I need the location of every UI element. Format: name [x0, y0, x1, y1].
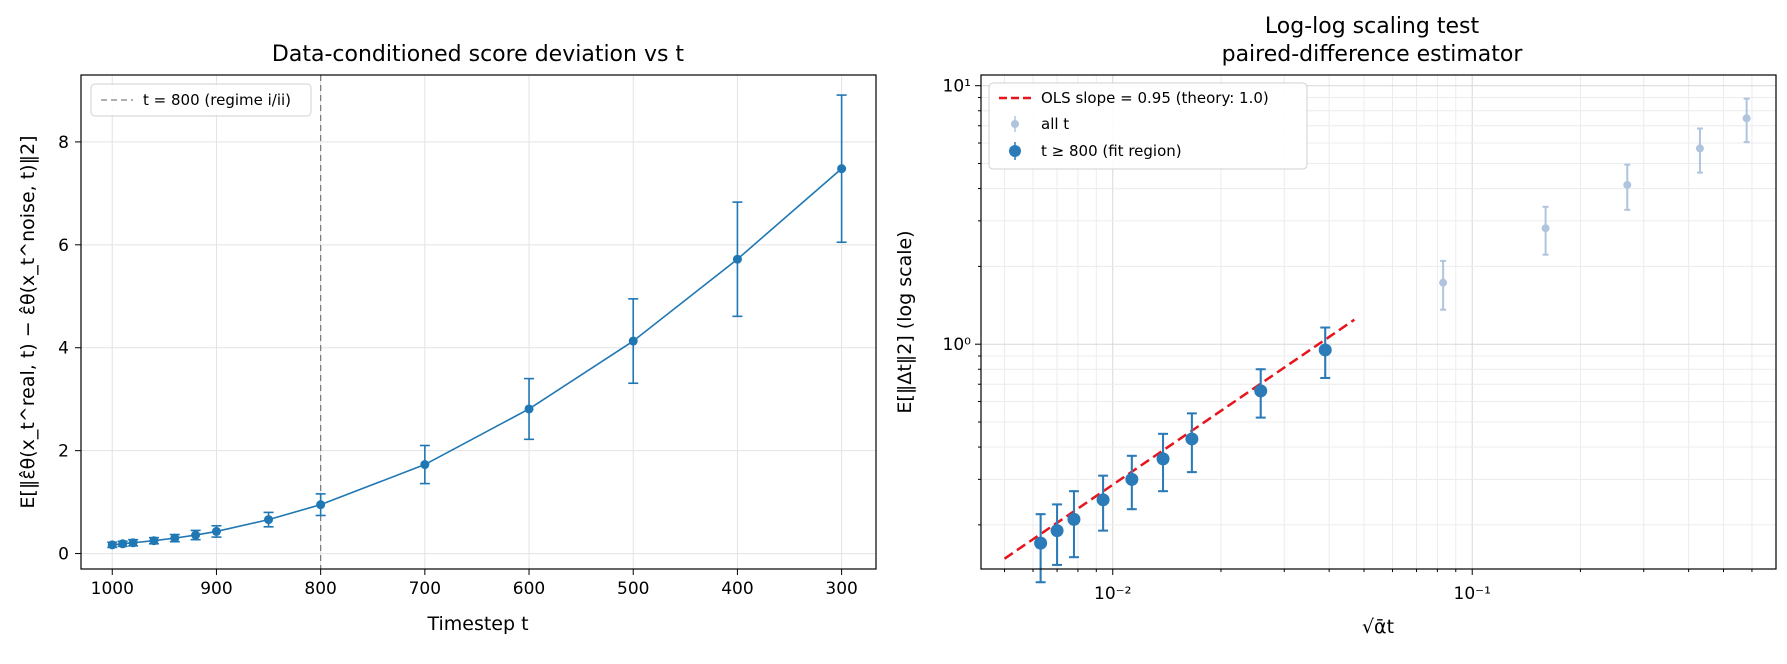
- left-y-tick-label: 2: [58, 442, 69, 462]
- right-all-t-point: [1695, 144, 1704, 153]
- left-data-point: [524, 404, 534, 414]
- right-y-axis-label: E[‖Δt‖2] (log scale): [894, 230, 916, 413]
- right-chart-subtitle: paired-difference estimator: [1222, 42, 1524, 67]
- left-legend-frame: [90, 83, 312, 117]
- left-data-point: [149, 536, 159, 546]
- right-fit-region-point: [1125, 472, 1139, 486]
- right-fit-region-point: [1156, 452, 1170, 466]
- ols-fit-line: [1003, 318, 1356, 560]
- left-chart-title: Data-conditioned score deviation vs t: [272, 42, 685, 67]
- left-x-axis-label: Timestep t: [426, 613, 528, 635]
- left-chart: 1000 900 800 700 600 500 400 300 0 2 4 6 8 Data-cond…: [17, 42, 877, 635]
- right-plot-frame: [980, 74, 1777, 570]
- right-all-t-point: [1439, 278, 1448, 287]
- right-all-t-point: [1541, 224, 1550, 233]
- right-x-axis-label: √ᾱt: [1362, 616, 1394, 638]
- left-data-point: [211, 526, 221, 536]
- left-data-point: [128, 538, 138, 548]
- left-data-point: [170, 533, 180, 543]
- left-data-point: [316, 500, 326, 510]
- right-legend-frame: [988, 82, 1308, 170]
- left-y-axis-label: E[‖ε̂θ(x_t^real, t) − ε̂θ(x_t^noise, t)‖…: [17, 135, 39, 508]
- right-legend-fit-region-label: t ≥ 800 (fit region): [1041, 142, 1182, 160]
- right-fit-region-point: [1034, 536, 1048, 550]
- right-fit-region-point: [1185, 432, 1199, 446]
- right-fit-region-point: [1067, 512, 1081, 526]
- left-y-tick-label: 0: [58, 545, 69, 565]
- left-ticks: 1000 900 800 700 600 500 400 300 0 2 4 6 8: [58, 133, 858, 599]
- right-ticks: 10⁻² 10⁻¹ 10⁰ 10¹: [943, 77, 1753, 604]
- right-legend-fit-region-swatch-marker: [1009, 145, 1021, 157]
- right-legend-all-label: all t: [1041, 115, 1069, 133]
- right-chart-title: Log-log scaling test: [1265, 14, 1480, 39]
- right-fit-region-point: [1096, 493, 1110, 507]
- right-all-t-point: [1623, 180, 1632, 189]
- left-data-point: [107, 540, 117, 550]
- left-y-tick-label: 8: [58, 133, 69, 153]
- right-fit-region-point: [1050, 524, 1064, 538]
- right-all-t-point: [1742, 114, 1751, 123]
- left-series: [107, 94, 847, 550]
- left-x-tick-label: 600: [513, 579, 545, 599]
- right-legend-all-swatch-marker: [1011, 120, 1019, 128]
- left-data-point: [837, 164, 847, 174]
- right-x-tick-label: 10⁻¹: [1454, 584, 1491, 604]
- right-fit-region-point: [1318, 343, 1332, 357]
- right-fit-region-point: [1254, 384, 1268, 398]
- left-x-tick-label: 400: [721, 579, 753, 599]
- left-x-tick-label: 300: [825, 579, 857, 599]
- left-legend: t = 800 (regime i/ii): [90, 83, 312, 117]
- left-data-point: [264, 515, 274, 525]
- left-x-tick-label: 500: [617, 579, 649, 599]
- left-data-point: [628, 336, 638, 346]
- left-x-tick-label: 900: [200, 579, 232, 599]
- left-x-tick-label: 1000: [91, 579, 134, 599]
- right-legend: OLS slope = 0.95 (theory: 1.0) all t t ≥…: [988, 82, 1308, 170]
- right-x-tick-label: 10⁻²: [1094, 584, 1131, 604]
- left-legend-vline-label: t = 800 (regime i/ii): [143, 91, 291, 109]
- left-y-tick-label: 4: [58, 339, 69, 359]
- left-data-point: [732, 254, 742, 264]
- right-y-tick-label: 10⁰: [943, 335, 972, 355]
- right-series: [1034, 97, 1751, 584]
- right-chart: 10⁻² 10⁻¹ 10⁰ 10¹ Log-log scaling test pair…: [894, 14, 1777, 638]
- left-y-tick-label: 6: [58, 236, 69, 256]
- right-legend-fit-label: OLS slope = 0.95 (theory: 1.0): [1041, 89, 1269, 107]
- left-data-point: [191, 530, 201, 540]
- left-plot-frame: [80, 74, 877, 570]
- left-data-point: [420, 460, 430, 470]
- right-y-tick-label: 10¹: [943, 77, 971, 97]
- left-data-point: [118, 539, 128, 549]
- left-x-tick-label: 800: [304, 579, 336, 599]
- left-x-tick-label: 700: [409, 579, 441, 599]
